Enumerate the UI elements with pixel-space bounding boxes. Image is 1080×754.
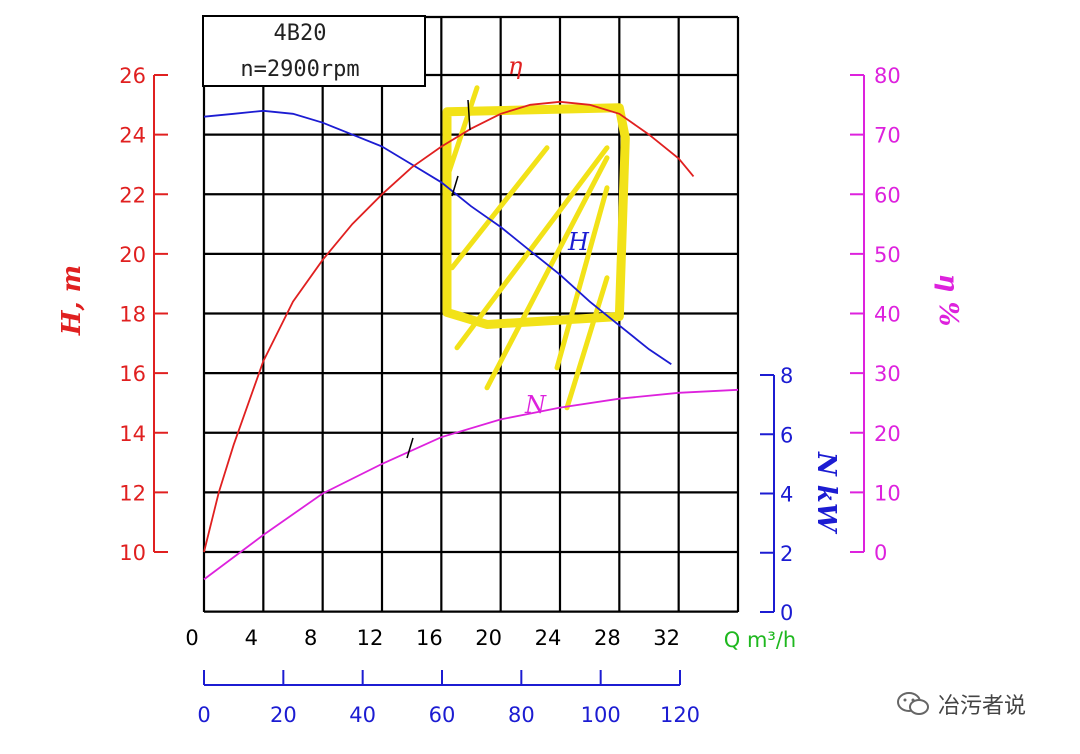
power-axis-tick-label: 2 bbox=[780, 542, 793, 566]
curve-marker bbox=[406, 437, 414, 459]
power-axis-tick-label: 8 bbox=[780, 364, 793, 388]
left-axis-tick-label: 12 bbox=[119, 481, 146, 505]
highlight-hatch bbox=[454, 145, 610, 351]
curves: η H N bbox=[203, 52, 739, 581]
x-axis-tick-label: 8 bbox=[304, 626, 317, 650]
eta-axis-tick-label: 70 bbox=[874, 124, 901, 148]
watermark-text: 冶污者说 bbox=[938, 694, 1027, 719]
x-axis-tick-label: 4 bbox=[245, 626, 258, 650]
power-axis-tick-label: 4 bbox=[780, 483, 793, 507]
x2-axis-tick-label: 20 bbox=[270, 703, 297, 727]
chart-subtitle: n=2900rpm bbox=[240, 57, 359, 82]
x-axis-tick-label: 12 bbox=[357, 626, 384, 650]
curve-marker bbox=[467, 99, 471, 131]
left-axis-tick-label: 22 bbox=[119, 183, 146, 207]
x2-axis-tick-label: 0 bbox=[197, 703, 210, 727]
power-axis-tick-label: 0 bbox=[780, 601, 793, 625]
eta-axis-tick-label: 60 bbox=[874, 183, 901, 207]
highlight-box bbox=[442, 85, 630, 411]
x2-axis-tick-label: 120 bbox=[660, 703, 700, 727]
x-axis-tick-label: 28 bbox=[594, 626, 621, 650]
left-axis-tick-label: 14 bbox=[119, 422, 146, 446]
curve-label-power: N bbox=[524, 391, 547, 419]
x2-axis-tick-label: 60 bbox=[429, 703, 456, 727]
info-box-frame bbox=[202, 15, 426, 87]
x-axis-tick-label: 20 bbox=[475, 626, 502, 650]
highlight-hatch bbox=[449, 145, 550, 271]
x-axis-tick-label: 0 bbox=[185, 626, 198, 650]
left-axis-tick-label: 26 bbox=[119, 64, 146, 88]
highlight-hatch bbox=[444, 85, 480, 181]
power-axis-tick-label: 6 bbox=[780, 423, 793, 447]
highlight-hatch bbox=[484, 155, 610, 391]
left-axis-tick-label: 20 bbox=[119, 243, 146, 267]
eta-axis-tick-label: 80 bbox=[874, 64, 901, 88]
series-line-H bbox=[203, 109, 672, 365]
power-axis-label: N kW bbox=[811, 451, 841, 535]
left-axis-tick-label: 24 bbox=[119, 124, 146, 148]
eta-axis-tick-label: 0 bbox=[874, 541, 887, 565]
eta-axis-tick-label: 40 bbox=[874, 303, 901, 327]
curve-label-head: H bbox=[567, 228, 590, 256]
info-box: 4B20 n=2900rpm bbox=[202, 15, 426, 87]
series-line-η bbox=[203, 100, 695, 553]
x2-axis-tick-label: 40 bbox=[349, 703, 376, 727]
wechat-icon bbox=[897, 692, 929, 715]
x-axis-label: Q m³/h bbox=[724, 628, 796, 652]
x-axis-tick-label: 24 bbox=[535, 626, 562, 650]
eta-axis-label: η % bbox=[933, 274, 963, 327]
left-axis-tick-label: 10 bbox=[119, 541, 146, 565]
eta-axis-tick-label: 20 bbox=[874, 422, 901, 446]
eta-axis-tick-label: 50 bbox=[874, 243, 901, 267]
eta-axis-tick-label: 10 bbox=[874, 481, 901, 505]
left-axis-tick-label: 18 bbox=[119, 303, 146, 327]
left-axis-label: H, m bbox=[57, 265, 87, 336]
chart-title: 4B20 bbox=[274, 21, 327, 46]
highlight-hatch bbox=[564, 275, 610, 411]
x-axis-tick-label: 32 bbox=[653, 626, 680, 650]
eta-axis-tick-label: 30 bbox=[874, 362, 901, 386]
grid bbox=[202, 15, 740, 613]
highlight-outline bbox=[442, 103, 630, 329]
left-axis-tick-label: 16 bbox=[119, 362, 146, 386]
curve-marker bbox=[451, 175, 459, 197]
series-line-N bbox=[203, 388, 739, 581]
x2-axis-tick-label: 80 bbox=[508, 703, 535, 727]
curve-label-eta: η bbox=[508, 52, 523, 80]
watermark: 冶污者说 bbox=[896, 688, 1026, 720]
highlight-hatch bbox=[554, 185, 610, 371]
x2-axis-tick-label: 100 bbox=[581, 703, 621, 727]
x-axis-tick-label: 16 bbox=[416, 626, 443, 650]
